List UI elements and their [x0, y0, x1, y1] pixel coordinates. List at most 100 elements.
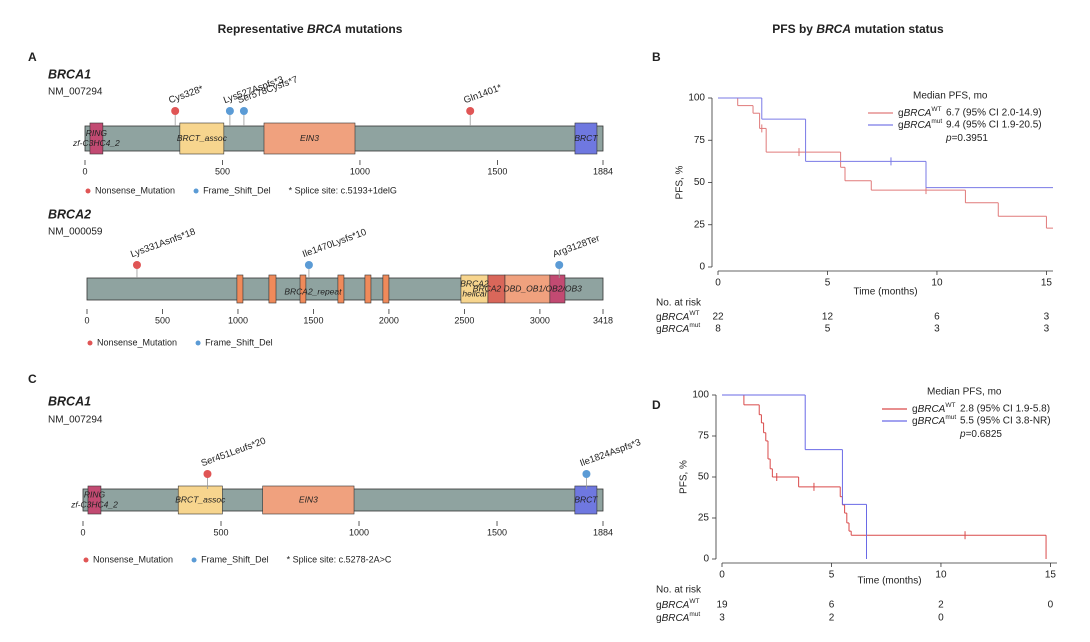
legend-label: Frame_Shift_Del [203, 185, 271, 195]
risk-count: 6 [829, 600, 835, 611]
legend-prefix: g [912, 404, 918, 415]
lollipop-head [239, 107, 248, 115]
x-tick-label: 5 [825, 278, 831, 289]
risk-count: 2 [829, 613, 835, 624]
transcript: NM_007294 [48, 415, 103, 426]
risk-count: 8 [715, 324, 721, 335]
legend-dot [85, 188, 91, 194]
y-axis-label: PFS, % [679, 460, 690, 494]
legend-median: 2.8 (95% CI 1.9-5.8) [960, 404, 1050, 415]
risk-title: No. at risk [656, 585, 702, 596]
domain-label: BRCA2 [460, 278, 489, 288]
domain-label: BRCT [574, 494, 598, 504]
legend-median: 5.5 (95% CI 3.8-NR) [960, 416, 1051, 427]
title-gene: BRCA [307, 22, 342, 36]
lollipop-head [582, 470, 591, 478]
repeat-domain [337, 274, 345, 304]
legend-label: Frame_Shift_Del [201, 554, 269, 564]
transcript: NM_000059 [48, 227, 103, 238]
y-tick-label: 0 [699, 262, 705, 273]
risk-count: 3 [1044, 312, 1050, 323]
domain-label: zf-C3HC4_2 [70, 499, 118, 509]
risk-count: 12 [822, 312, 834, 323]
domain [574, 122, 598, 155]
risk-sup: mut [689, 322, 700, 329]
x-tick-label: 1500 [487, 166, 507, 176]
title-part: mutation status [854, 22, 944, 36]
p-symbol: p [959, 429, 966, 440]
domain [487, 274, 506, 304]
y-tick-label: 50 [694, 177, 706, 188]
lollipop-head [203, 470, 212, 478]
legend-title: Median PFS, mo [913, 91, 988, 102]
x-tick-label: 0 [715, 278, 721, 289]
domain-label: BRCT_assoc [177, 133, 228, 143]
legend-label: gBRCAmut [898, 118, 942, 131]
repeat-domain [268, 274, 277, 304]
risk-prefix: g [656, 324, 662, 335]
repeat-domain [299, 274, 307, 304]
legend-dot [195, 340, 201, 346]
right-title: PFS by BRCA mutation status [772, 22, 944, 36]
legend-title: Median PFS, mo [927, 387, 1002, 398]
lollipop-head [132, 261, 141, 269]
risk-gene: BRCA [662, 613, 690, 624]
domain-label: BRCA2_repeat [284, 286, 342, 296]
risk-count: 5 [825, 324, 831, 335]
x-tick-label: 0 [80, 527, 85, 537]
x-tick-label: 2000 [379, 315, 399, 325]
legend-gene: BRCA [904, 108, 932, 119]
panel-letter: B [652, 50, 661, 64]
mutation-label: Ile1824Aspfs*3 [579, 437, 643, 469]
legend-gene: BRCA [918, 416, 946, 427]
x-tick-label: 0 [82, 166, 87, 176]
x-tick-label: 500 [155, 315, 170, 325]
risk-row-label: gBRCAWT [656, 310, 699, 323]
x-tick-label: 15 [1045, 570, 1057, 581]
lollipop-head [555, 261, 564, 269]
note: * Splice site: c.5278-2A>C [287, 554, 392, 564]
risk-count: 2 [938, 600, 944, 611]
legend-prefix: g [898, 108, 904, 119]
x-tick-label: 1500 [487, 527, 507, 537]
risk-sup: WT [689, 310, 699, 317]
x-tick-label: 15 [1041, 278, 1053, 289]
title-gene: BRCA [816, 22, 851, 36]
domain [89, 122, 104, 155]
repeat-domain [382, 274, 390, 304]
mutation-label: Ile1470Lysfs*10 [301, 227, 368, 260]
risk-count: 22 [712, 312, 724, 323]
x-tick-label: 2500 [454, 315, 474, 325]
panel-letter: A [28, 50, 37, 64]
p-number: =0.6825 [966, 429, 1003, 440]
p-value: p=0.6825 [959, 429, 1002, 440]
domain-label: zf-C3HC4_2 [72, 138, 120, 148]
risk-gene: BRCA [662, 600, 690, 611]
y-tick-label: 100 [692, 390, 709, 401]
x-tick-label: 1000 [349, 527, 369, 537]
x-tick-label: 500 [213, 527, 228, 537]
domain-label: RING [86, 128, 108, 138]
lollipop-head [466, 107, 475, 115]
risk-row-label: gBRCAmut [656, 322, 700, 335]
x-tick-label: 3000 [530, 315, 550, 325]
lollipop-head [304, 261, 313, 269]
p-number: =0.3951 [952, 133, 989, 144]
y-tick-label: 25 [694, 219, 706, 230]
risk-row-label: gBRCAmut [656, 611, 700, 624]
legend-label: Frame_Shift_Del [205, 337, 273, 347]
domain-label: RING [84, 489, 106, 499]
panel-letter: D [652, 398, 661, 412]
legend-label: gBRCAmut [912, 414, 956, 427]
risk-count: 0 [1048, 600, 1054, 611]
y-tick-label: 50 [698, 472, 710, 483]
legend-sup: mut [945, 414, 956, 421]
domain [262, 485, 355, 515]
risk-count: 3 [1044, 324, 1050, 335]
legend-label: gBRCAWT [912, 402, 955, 415]
domain-label: helical [462, 288, 487, 298]
repeat-domain [364, 274, 372, 304]
domain [504, 274, 551, 304]
x-tick-label: 1000 [350, 166, 370, 176]
